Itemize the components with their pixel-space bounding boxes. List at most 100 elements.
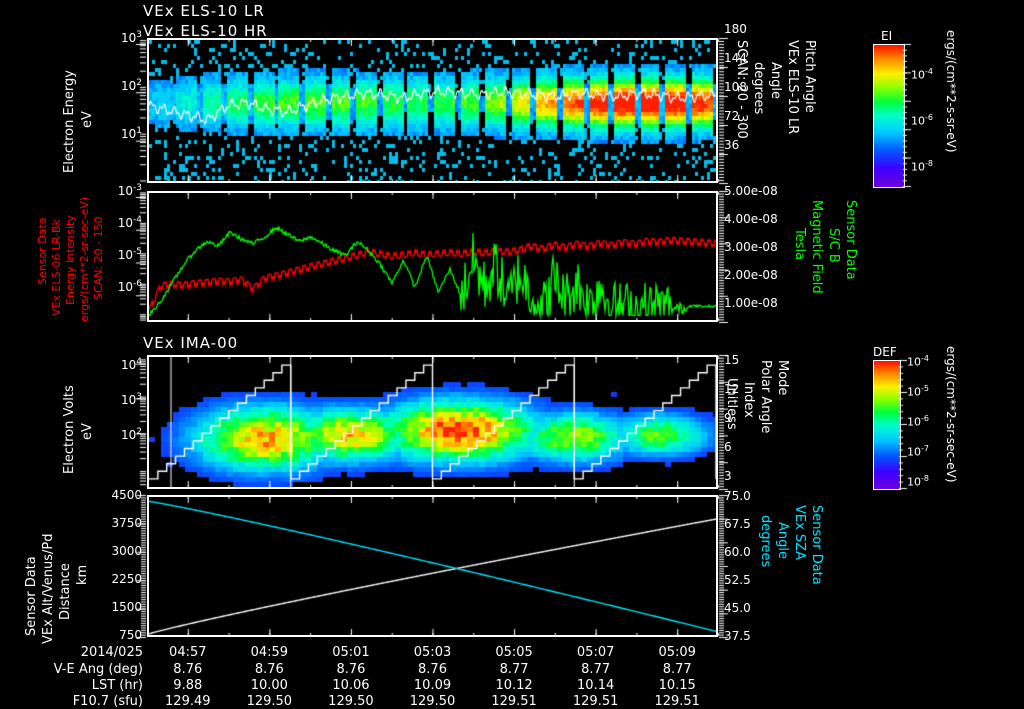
bottom-cell-1-4: 10.12: [495, 678, 533, 693]
bottom-cell-2-2: 129.50: [328, 694, 374, 709]
p3-y2label-line3: Unitless: [724, 378, 739, 430]
p1-ytick-1: 102: [120, 78, 142, 93]
colorbar2-tick-1: 10-5: [907, 384, 929, 399]
bottom-cell-2-4: 129.51: [491, 694, 537, 709]
bottom-cell-2-0: 129.49: [165, 694, 211, 709]
p3-y2label-line0: Mode: [775, 360, 790, 396]
colorbar1-tick-2: 10-8: [911, 159, 933, 174]
bottom-cell-0-3: 8.76: [418, 662, 447, 677]
panel3-title: VEx IMA-00: [143, 334, 239, 352]
p2-y2tick-1: 4.00e-08: [724, 212, 778, 226]
p3-ylabel-line1: eV: [80, 423, 95, 440]
bottom-cell-0-5: 8.77: [581, 662, 611, 677]
bottom-time-tick-4: 05:05: [495, 645, 533, 660]
p4-y2tick-4: 45.0: [724, 601, 751, 615]
p2-y2tick-0: 5.00e-08: [724, 184, 778, 198]
colorbar-ei: [873, 44, 905, 188]
p1-ylabel-line0: Electron Energy: [62, 70, 77, 173]
p3-y2tick-3: 6: [724, 440, 732, 454]
p3-y2tick-0: 15: [724, 353, 740, 367]
p2-y2label-line2: Magnetic Field: [809, 200, 824, 294]
p4-ylabel-line1: VEx Alt/Venus/Pd: [41, 533, 56, 644]
p1-y2label-line0: Pitch Angle: [802, 40, 817, 113]
p2-ylabel-line1: VEx ELS-06 LR-Bk: [50, 219, 63, 316]
colorbar1-tick-0: 10-4: [911, 67, 933, 82]
bottom-cell-1-5: 10.14: [577, 678, 615, 693]
panel-energy-bfield: [147, 191, 718, 322]
colorbar2-tick-2: 10-6: [907, 414, 929, 429]
bottom-date-label: 2014/025: [80, 645, 143, 660]
p3-ytick-1: 103: [120, 392, 142, 407]
bottom-time-tick-6: 05:09: [658, 645, 696, 660]
bottom-cell-2-1: 129.50: [246, 694, 293, 709]
bottom-cell-2-5: 129.51: [572, 694, 619, 709]
panel-altitude-sza: [147, 495, 718, 637]
bottom-cell-0-0: 8.76: [173, 662, 203, 677]
bottom-cell-1-0: 9.88: [173, 678, 203, 693]
colorbar1-name: EI: [881, 29, 893, 43]
p3-ylabel-line0: Electron Volts: [62, 385, 77, 474]
bottom-cell-0-1: 8.76: [254, 662, 284, 677]
p4-y2label-line1: VEx SZA: [792, 505, 807, 560]
p4-ytick-0: 4500: [111, 488, 142, 502]
bottom-cell-0-4: 8.77: [499, 662, 529, 677]
panel-ima-spectrogram: [147, 355, 718, 489]
p2-ylabel-line3: ergs/(cm**2-sr-sec-eV): [78, 196, 91, 322]
p4-y2tick-1: 67.5: [724, 517, 751, 531]
p4-y2tick-3: 52.5: [724, 573, 751, 587]
p2-ylabel-line4: SCAN: 20 - 150: [92, 216, 105, 300]
p4-y2tick-5: 37.5: [724, 629, 751, 643]
p2-y2tick-4: 1.00e-08: [724, 296, 778, 310]
bottom-row-label-1: LST (hr): [91, 678, 143, 693]
p2-ytick-0: 10-3: [117, 183, 142, 198]
colorbar2-tick-3: 10-7: [907, 444, 929, 459]
p2-y2tick-3: 2.00e-08: [724, 268, 778, 282]
p2-ylabel-line2: Energy Intensity: [64, 215, 77, 305]
colorbar1-unit: ergs/(cm**2-s-sr-eV): [944, 30, 958, 153]
p4-ytick-5: 750: [119, 628, 142, 642]
colorbar2-tick-4: 10-8: [907, 474, 929, 489]
p4-ylabel-line3: km: [75, 564, 90, 585]
p3-y2tick-4: 3: [724, 469, 732, 483]
colorbar-def: [873, 360, 901, 490]
bottom-cell-1-2: 10.06: [332, 678, 370, 693]
p2-y2label-line3: Tesla: [792, 228, 807, 261]
bottom-time-tick-3: 05:03: [413, 645, 452, 660]
bottom-cell-1-6: 10.15: [658, 678, 696, 693]
p4-ytick-4: 1500: [111, 600, 142, 614]
bottom-time-tick-1: 04:59: [250, 645, 289, 660]
p1-y2label-line4: SCAN: 20 - 300: [734, 40, 749, 139]
bottom-cell-2-3: 129.50: [409, 694, 456, 709]
p2-y2tick-2: 3.00e-08: [724, 240, 778, 254]
p4-y2tick-2: 60.0: [724, 545, 751, 559]
p4-y2label-line0: Sensor Data: [809, 505, 824, 585]
colorbar2-tick-0: 10-4: [907, 354, 929, 369]
colorbar2-name: DEF: [873, 345, 897, 359]
panel1-title-lr: VEx ELS-10 LR: [143, 2, 265, 20]
p2-y2label-line1: S/C B: [826, 228, 841, 263]
panel-els-spectrogram: [147, 38, 718, 183]
bottom-time-tick-2: 05:01: [332, 645, 370, 660]
colorbar1-tick-1: 10-6: [911, 113, 933, 128]
bottom-cell-0-6: 8.77: [662, 662, 692, 677]
bottom-cell-1-3: 10.09: [413, 678, 452, 693]
p1-ytick-2: 101: [120, 126, 142, 141]
p1-y2label-line2: Angle: [768, 62, 783, 99]
p3-y2label-line2: Index: [741, 382, 756, 418]
bottom-time-tick-5: 05:07: [576, 645, 615, 660]
bottom-time-tick-0: 04:57: [169, 645, 207, 660]
p1-y2label-line3: degrees: [751, 62, 766, 115]
p1-y2label-line1: VEx ELS-10 LR: [785, 40, 800, 135]
p4-ytick-1: 3750: [111, 516, 142, 530]
p4-ytick-2: 3000: [111, 544, 142, 558]
bottom-row-label-0: V-E Ang (deg): [53, 662, 143, 677]
bottom-cell-1-1: 10.00: [250, 678, 288, 693]
bottom-cell-2-6: 129.51: [654, 694, 700, 709]
p4-ylabel-line0: Sensor Data: [24, 556, 39, 636]
bottom-row-label-2: F10.7 (sfu): [72, 694, 143, 709]
p3-ytick-0: 104: [120, 357, 142, 372]
p1-y2tick-0: 180: [724, 22, 747, 36]
p1-ylabel-line1: eV: [80, 111, 95, 128]
p3-y2label-line1: Polar Angle: [758, 360, 773, 434]
